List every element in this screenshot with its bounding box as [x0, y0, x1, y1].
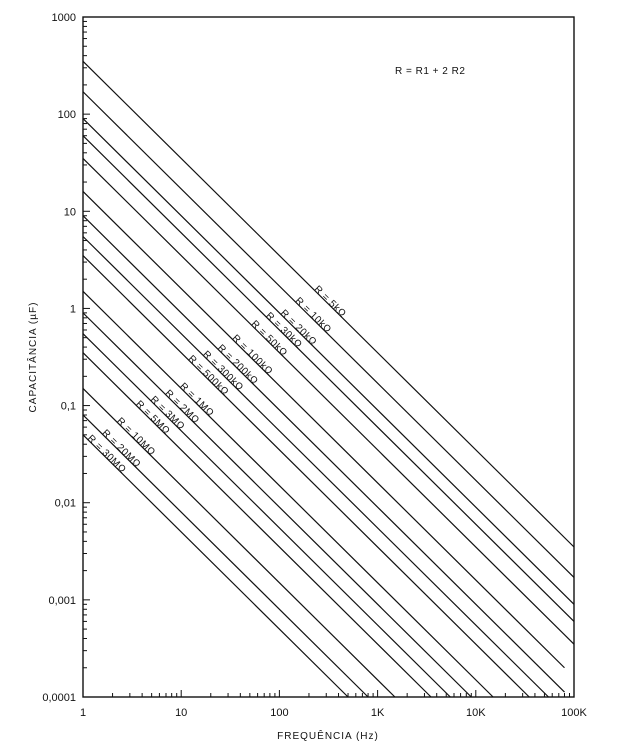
series-line	[82, 388, 396, 698]
series-line	[82, 434, 349, 698]
series-line	[82, 236, 549, 698]
series-line	[82, 215, 565, 693]
series-line	[82, 60, 575, 548]
formula-annotation: R = R1 + 2 R2	[395, 66, 465, 77]
plot-frame	[82, 16, 575, 698]
x-tick-label: 1K	[371, 707, 385, 719]
x-tick-label: 1	[80, 707, 86, 719]
series-line	[82, 191, 565, 669]
series-line	[82, 414, 369, 698]
series-lines	[82, 60, 575, 698]
series-line	[82, 255, 530, 698]
y-tick-label: 0,001	[48, 595, 76, 607]
y-tick-label: 0,0001	[42, 692, 76, 704]
x-tick-label: 10	[175, 707, 187, 719]
series-line	[82, 91, 575, 578]
x-axis-title: FREQUÊNCIA (Hz)	[277, 729, 379, 742]
x-tick-label: 100K	[561, 707, 587, 719]
x-tick-label: 100	[270, 707, 288, 719]
series-line	[82, 135, 575, 622]
x-tick-label: 10K	[466, 707, 486, 719]
series-line	[82, 158, 575, 645]
series-line	[82, 290, 494, 698]
y-tick-label: 1	[70, 303, 76, 315]
y-tick-label: 0,01	[55, 498, 76, 510]
y-axis-ticks: 1000 100 10 1 0,1 0,01 0,001 0,0001	[42, 12, 76, 704]
series-line	[82, 118, 575, 605]
x-axis-ticks: 1 10 100 1K 10K 100K	[80, 707, 588, 719]
series-line	[82, 333, 451, 698]
series-line	[82, 312, 472, 698]
y-tick-label: 1000	[52, 12, 76, 24]
y-axis-title: CAPACITÂNCIA (µF)	[26, 302, 39, 413]
y-tick-label: 100	[58, 109, 76, 121]
y-tick-label: 0,1	[61, 401, 76, 413]
series-line	[82, 352, 432, 698]
y-tick-label: 10	[64, 206, 76, 218]
